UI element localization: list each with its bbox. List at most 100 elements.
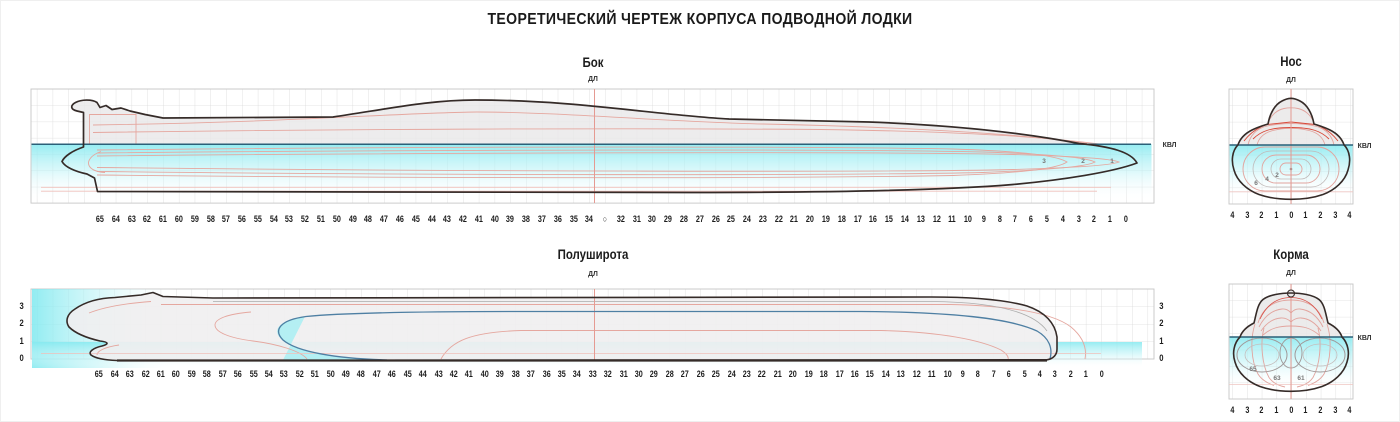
station-label: 63: [127, 213, 136, 224]
station-label: 26: [696, 369, 705, 379]
station-label: 51: [310, 369, 319, 379]
axis-label: 1: [1274, 210, 1279, 220]
station-label: 16: [850, 369, 859, 379]
station-label: 28: [679, 213, 688, 224]
station-label: 31: [619, 369, 628, 379]
station-label: 50: [326, 369, 335, 379]
station-label: 33: [588, 369, 597, 379]
station-label: 3: [1076, 213, 1081, 224]
station-label: 36: [542, 369, 551, 379]
station-label: 52: [301, 213, 310, 224]
axis-label: 4: [1230, 210, 1235, 220]
station-label: 55: [249, 369, 258, 379]
axis-label: 4: [1230, 405, 1235, 415]
bow-frame-label: 2: [1275, 171, 1279, 179]
axis-label: 2: [1318, 405, 1323, 415]
station-label: 4: [1037, 369, 1042, 379]
station-label: 44: [427, 213, 436, 224]
stern-view-title: Корма: [1273, 247, 1309, 262]
side-centerline-label: ДЛ: [588, 73, 598, 83]
station-label: 25: [711, 369, 720, 379]
half-hull-outline: [66, 291, 1058, 362]
station-label: 58: [202, 369, 211, 379]
station-label: 46: [388, 369, 397, 379]
bow-hull-outline: [1231, 97, 1351, 201]
station-label: 65: [95, 369, 104, 379]
station-label: 5: [1022, 369, 1027, 379]
station-label: 64: [110, 369, 119, 379]
station-label: 3: [1053, 369, 1058, 379]
station-label: 37: [537, 213, 546, 224]
station-label: 11: [927, 369, 936, 379]
axis-label: 3: [1245, 210, 1250, 220]
station-label: 34: [573, 369, 582, 379]
bow-frame-label: 6: [1254, 179, 1258, 187]
station-label: 56: [233, 369, 242, 379]
stern-hull-ovals: [1236, 337, 1346, 373]
station-label: 12: [912, 369, 921, 379]
station-label: 35: [557, 369, 566, 379]
station-label: 42: [449, 369, 458, 379]
station-label: 20: [806, 213, 815, 224]
side-view-plot: [30, 88, 1155, 204]
station-label: 16: [869, 213, 878, 224]
stern-frame-label: 63: [1273, 374, 1281, 382]
station-label: 26: [711, 213, 720, 224]
station-label: 23: [742, 369, 751, 379]
stern-waterline-label: КВЛ: [1357, 332, 1372, 342]
station-label: 0: [1123, 213, 1128, 224]
half-deck-inner: [213, 301, 1048, 332]
station-label: 8: [976, 369, 981, 379]
station-label: 43: [434, 369, 443, 379]
station-label: 18: [819, 369, 828, 379]
station-label: 38: [511, 369, 520, 379]
station-label: 61: [156, 369, 165, 379]
station-label: 13: [916, 213, 925, 224]
station-label: 10: [963, 213, 972, 224]
half-breadth-plot: [30, 288, 1155, 368]
station-label: 39: [495, 369, 504, 379]
waterline-number: 2: [19, 318, 24, 329]
station-label: 50: [332, 213, 341, 224]
axis-label: 2: [1259, 405, 1264, 415]
station-label: 20: [788, 369, 797, 379]
station-label: 44: [418, 369, 427, 379]
station-label: 9: [981, 213, 986, 224]
station-label: 18: [837, 213, 846, 224]
station-label: 62: [141, 369, 150, 379]
station-label: 28: [665, 369, 674, 379]
waterline-number: 3: [19, 300, 24, 311]
axis-label: 4: [1347, 405, 1352, 415]
station-label: 10: [943, 369, 952, 379]
station-label: 14: [881, 369, 890, 379]
half-hull-fill: [67, 292, 1057, 361]
station-label: 55: [253, 213, 262, 224]
station-label: 57: [222, 213, 231, 224]
station-label: 2: [1068, 369, 1073, 379]
station-label: 56: [238, 213, 247, 224]
axis-label: 3: [1333, 405, 1338, 415]
station-label: 53: [280, 369, 289, 379]
station-label: 62: [143, 213, 152, 224]
bow-view-title: Нос: [1280, 54, 1302, 69]
side-waterline-label: КВЛ: [1162, 139, 1177, 149]
station-label: 48: [357, 369, 366, 379]
station-label: 17: [835, 369, 844, 379]
station-label: 17: [853, 213, 862, 224]
station-label: 39: [506, 213, 515, 224]
station-label: 40: [490, 213, 499, 224]
side-hull-outline: [61, 99, 1138, 194]
station-label: 51: [316, 213, 325, 224]
station-label: 49: [341, 369, 350, 379]
station-label: 59: [190, 213, 199, 224]
station-label: 23: [758, 213, 767, 224]
station-label: 2: [1092, 213, 1097, 224]
station-label: 43: [443, 213, 452, 224]
station-label: 36: [553, 213, 562, 224]
bow-body-plan: [1228, 88, 1354, 205]
side-frame-lines: [88, 111, 1121, 179]
station-label: 57: [218, 369, 227, 379]
station-label: 24: [727, 369, 736, 379]
